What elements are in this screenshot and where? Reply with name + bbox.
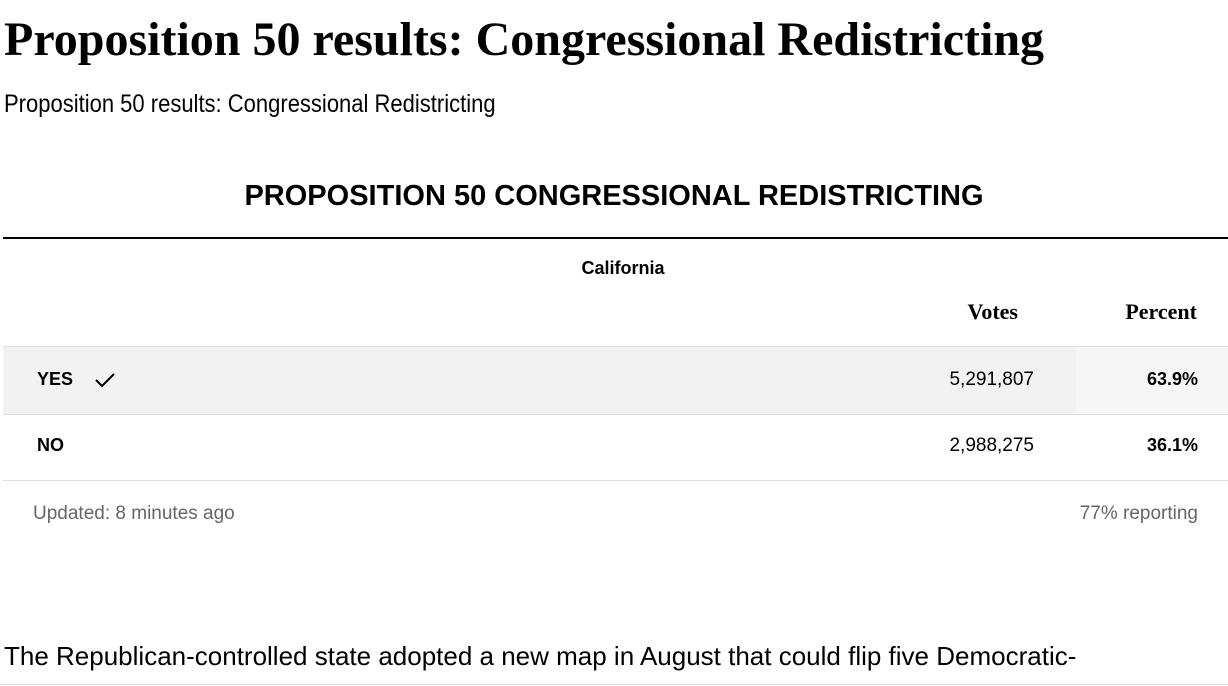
percent-cell [1076,347,1228,414]
vote-count: 5,291,807 [949,369,1034,390]
winner-check [93,371,117,394]
result-row: YES 5,291,807 63.9% [3,346,1228,415]
result-row: NO 2,988,275 36.1% [3,413,1228,481]
page-subtitle: Proposition 50 results: Congressional Re… [4,90,496,118]
vote-count: 2,988,275 [949,435,1034,456]
option-label: NO [37,435,64,455]
divider [0,684,1228,685]
results-title: PROPOSITION 50 CONGRESSIONAL REDISTRICTI… [244,180,984,212]
option-label: YES [37,369,74,389]
vote-percent: 63.9% [1146,369,1198,389]
region-label: California [581,258,665,278]
reporting-note: 77% reporting [1079,503,1198,524]
updated-note: Updated: 8 minutes ago [33,503,235,524]
divider [3,237,1228,239]
vote-percent: 36.1% [1146,435,1198,455]
column-header: Votes [967,299,1018,324]
page-title: Proposition 50 results: Congressional Re… [4,13,1045,66]
column-header: Percent [1125,299,1197,324]
check-icon [95,373,115,388]
body-paragraph: The Republican-controlled state adopted … [4,641,1077,671]
